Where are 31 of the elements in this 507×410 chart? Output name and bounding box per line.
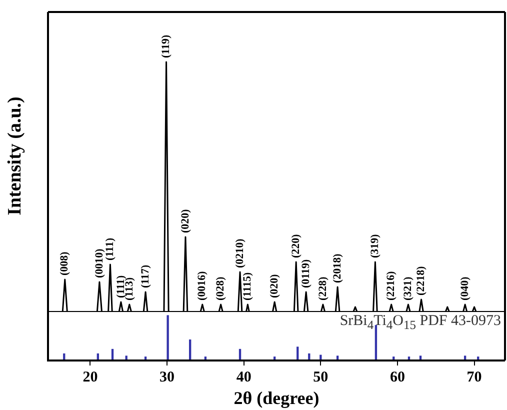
- annotation: SrBi$_{4}$Ti$_{4}$O$_{15}$ PDF 43-0973: [340, 313, 501, 333]
- x-tick-label: 70: [466, 369, 482, 386]
- annotation: (020): [268, 274, 280, 298]
- x-axis-title: 2θ (degree): [234, 388, 320, 408]
- annotation: (117): [139, 264, 152, 288]
- x-tick-label: 30: [160, 369, 175, 386]
- x-tick-label: 50: [313, 369, 328, 386]
- annotation: (319): [369, 234, 382, 258]
- annotation: (0210): [234, 238, 246, 268]
- annotation: (008): [58, 251, 71, 276]
- y-axis-title: Intensity (a.u.): [4, 96, 26, 216]
- annotation: (2018): [331, 253, 344, 283]
- x-tick-label: 60: [390, 369, 405, 386]
- annotation: (321): [402, 276, 414, 300]
- annotation: (2218): [415, 266, 428, 296]
- annotation: (228): [316, 276, 329, 300]
- x-tick-label: 40: [236, 369, 252, 386]
- x-tick-label: 20: [82, 369, 98, 386]
- annotation: (040): [458, 276, 471, 300]
- annotation: (028): [214, 276, 227, 300]
- annotation: (1115): [242, 272, 254, 300]
- bar: [166, 315, 169, 360]
- annotation: (119): [160, 34, 172, 58]
- annotation: (220): [290, 234, 302, 258]
- bar: [374, 325, 378, 360]
- annotation: (2216): [385, 270, 398, 300]
- annotation: (111): [104, 238, 116, 260]
- annotation: (020): [179, 208, 192, 233]
- annotation: (0119): [300, 258, 312, 288]
- annotation: (0016): [196, 270, 208, 300]
- annotation: (0010): [93, 248, 106, 278]
